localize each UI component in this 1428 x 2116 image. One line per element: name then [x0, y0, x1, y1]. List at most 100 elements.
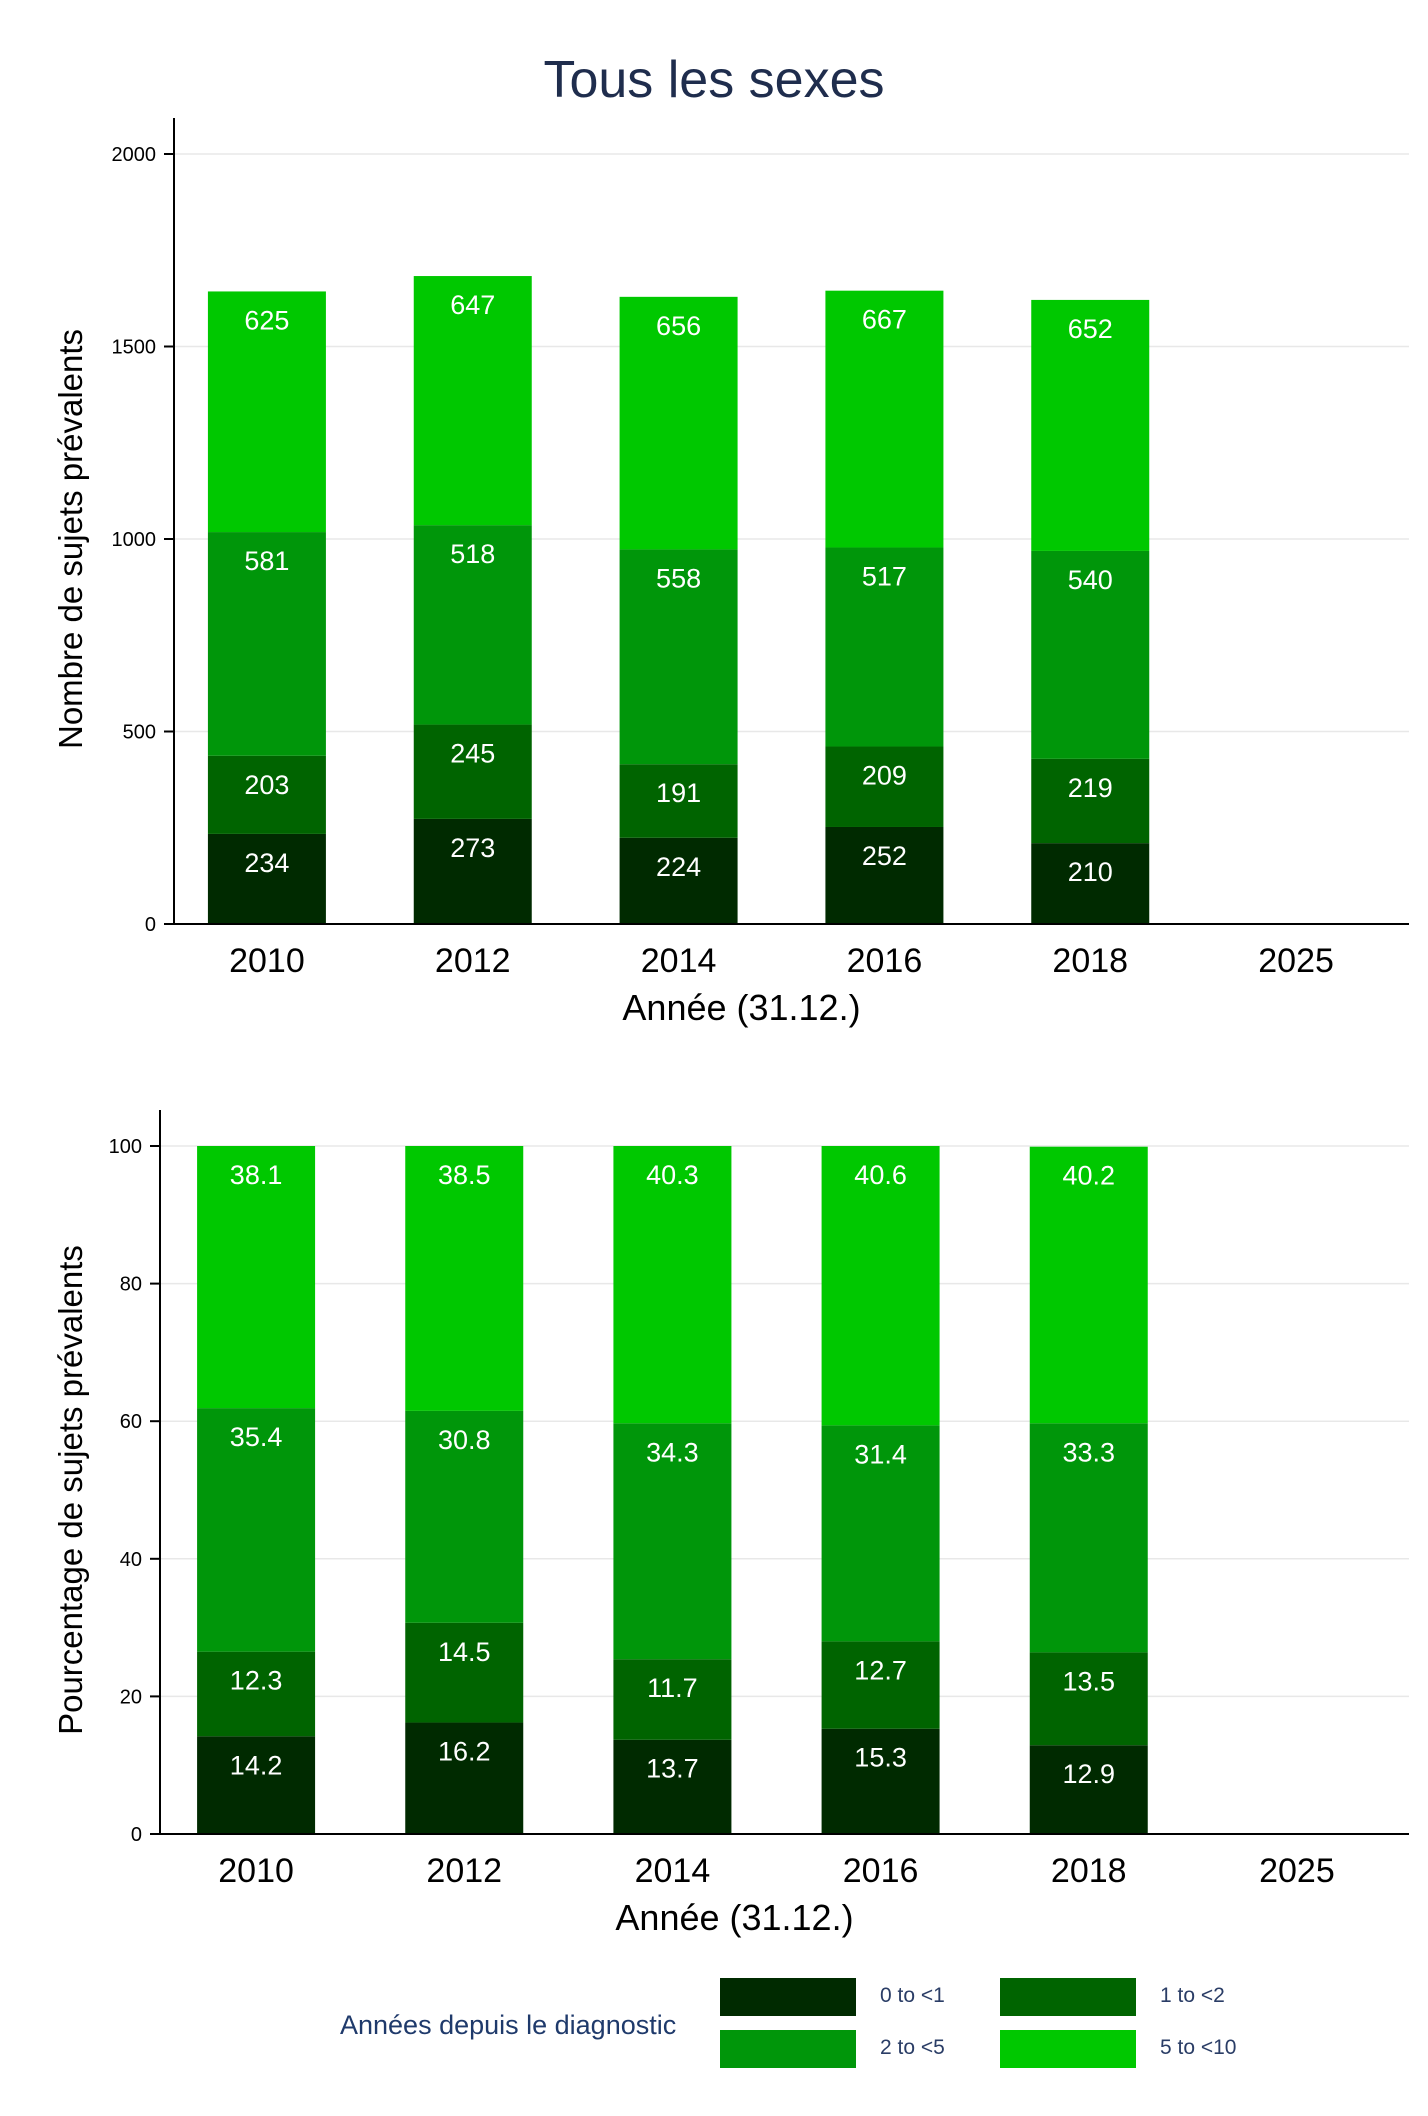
bar-segment	[825, 547, 944, 747]
data-label: 219	[1068, 773, 1113, 803]
data-label: 34.3	[646, 1437, 699, 1467]
data-label: 31.4	[854, 1439, 907, 1469]
y-axis-title: Nombre de sujets prévalents	[52, 329, 89, 749]
legend-swatch	[1000, 2030, 1136, 2068]
y-tick-label: 0	[145, 914, 156, 936]
y-tick-label: 1000	[112, 529, 157, 551]
y-tick-label: 500	[123, 722, 156, 744]
data-label: 234	[244, 848, 289, 878]
bar-segment	[613, 1659, 732, 1740]
data-label: 30.8	[438, 1425, 491, 1455]
legend: Années depuis le diagnostic 0 to <1 1 to…	[300, 1968, 1300, 2088]
legend-label: 0 to <1	[880, 1984, 945, 2007]
bar-segment	[1029, 1652, 1148, 1746]
data-label: 14.5	[438, 1637, 491, 1667]
data-label: 517	[862, 561, 907, 591]
y-tick-label: 40	[120, 1549, 142, 1571]
data-label: 35.4	[230, 1422, 283, 1452]
data-label: 13.7	[646, 1754, 699, 1784]
bar-segment	[1031, 758, 1150, 844]
bar-segment	[821, 1728, 940, 1834]
x-tick-label: 2014	[635, 1852, 711, 1890]
bar-segment	[619, 296, 738, 550]
legend-swatch	[1000, 1978, 1136, 2016]
bar-segment	[1031, 843, 1150, 924]
data-label: 40.2	[1062, 1161, 1115, 1191]
x-tick-label: 2025	[1259, 1852, 1335, 1890]
bar-segment	[825, 290, 944, 548]
y-tick-label: 0	[131, 1824, 142, 1846]
bar-segment	[821, 1425, 940, 1642]
bar-segment	[207, 532, 326, 756]
bar-segment	[207, 755, 326, 834]
bar-segment	[821, 1641, 940, 1729]
data-label: 14.2	[230, 1750, 283, 1780]
x-tick-label: 2016	[847, 942, 923, 980]
x-tick-label: 2016	[843, 1852, 919, 1890]
y-tick-label: 20	[120, 1686, 142, 1708]
y-axis-title: Pourcentage de sujets prévalents	[52, 1245, 89, 1735]
y-tick-label: 80	[120, 1274, 142, 1296]
x-axis-title: Année (31.12.)	[615, 1897, 853, 1938]
y-tick-label: 2000	[112, 144, 157, 166]
bar-segment	[413, 818, 532, 924]
x-tick-label: 2025	[1258, 942, 1334, 980]
percentage-chart: 14.212.335.438.1201016.214.530.838.52012…	[52, 1110, 1409, 1938]
data-label: 224	[656, 852, 701, 882]
data-label: 540	[1068, 565, 1113, 595]
bar-segment	[1031, 299, 1150, 551]
bar-segment	[821, 1146, 940, 1426]
data-label: 273	[450, 833, 495, 863]
data-label: 667	[862, 305, 907, 335]
data-label: 15.3	[854, 1743, 907, 1773]
x-tick-label: 2012	[426, 1852, 502, 1890]
bar-segment	[405, 1410, 524, 1623]
bar-segment	[413, 525, 532, 725]
data-label: 38.1	[230, 1160, 283, 1190]
x-tick-label: 2014	[641, 942, 717, 980]
bar-segment	[1031, 550, 1150, 759]
data-label: 558	[656, 563, 701, 593]
bar-segment	[197, 1736, 316, 1834]
data-label: 40.3	[646, 1160, 699, 1190]
data-label: 12.3	[230, 1666, 283, 1696]
legend-label: 1 to <2	[1160, 1984, 1225, 2007]
bar-segment	[825, 746, 944, 827]
x-axis-title: Année (31.12.)	[622, 987, 860, 1028]
y-tick-label: 1500	[112, 337, 157, 359]
bar-segment	[197, 1146, 316, 1409]
data-label: 656	[656, 311, 701, 341]
y-tick-label: 60	[120, 1411, 142, 1433]
x-tick-label: 2018	[1051, 1852, 1127, 1890]
bar-segment	[619, 764, 738, 838]
bar-segment	[405, 1722, 524, 1834]
data-label: 12.7	[854, 1655, 907, 1685]
count-chart: 234 203 581 625 2010 273 245 518 647 2012 224 191 55…	[52, 118, 1409, 1028]
bar-segment	[405, 1146, 524, 1411]
bar-segment	[825, 826, 944, 924]
bar-segment	[619, 837, 738, 924]
bar-segment	[1029, 1146, 1148, 1424]
data-label: 245	[450, 739, 495, 769]
data-label: 11.7	[647, 1673, 698, 1703]
bar-segment	[197, 1651, 316, 1737]
legend-swatch	[720, 2030, 856, 2068]
data-label: 518	[450, 539, 495, 569]
data-label: 652	[1068, 314, 1113, 344]
data-label: 209	[862, 761, 907, 791]
data-label: 191	[656, 778, 701, 808]
data-label: 12.9	[1062, 1759, 1115, 1789]
bar-segment	[207, 833, 326, 924]
data-label: 647	[450, 290, 495, 320]
data-label: 33.3	[1062, 1437, 1115, 1467]
bar-segment	[413, 724, 532, 819]
data-label: 252	[862, 841, 907, 871]
bar-segment	[1029, 1423, 1148, 1653]
legend-swatch	[720, 1978, 856, 2016]
data-label: 210	[1068, 857, 1113, 887]
bar-segment	[613, 1146, 732, 1424]
legend-label: 2 to <5	[880, 2036, 945, 2059]
data-label: 13.5	[1062, 1666, 1115, 1696]
data-label: 40.6	[854, 1160, 907, 1190]
